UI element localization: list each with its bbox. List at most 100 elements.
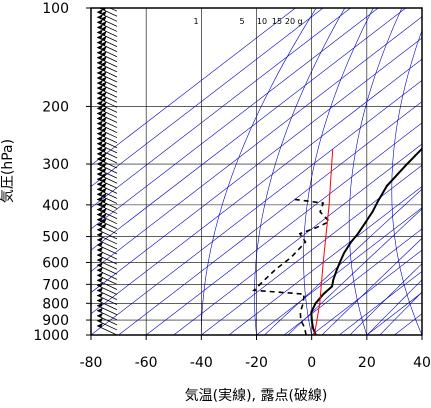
barb-flag — [100, 106, 107, 112]
barb-flag — [100, 41, 107, 47]
wind-barb — [96, 160, 118, 174]
barb-flag — [97, 236, 104, 242]
mixing-ratio-label: 20 — [285, 17, 295, 26]
barb-flag — [97, 256, 104, 262]
barb-flag — [100, 46, 107, 52]
barb-flag — [97, 241, 104, 247]
x-tick-label: -40 — [190, 355, 213, 371]
barb-flag — [97, 89, 104, 95]
barb-flag — [97, 64, 104, 70]
barb-flag — [97, 191, 104, 197]
wind-barb — [96, 130, 118, 144]
barb-flag — [100, 96, 107, 102]
dry-adiabat-line — [201, 8, 317, 335]
wind-barb — [96, 261, 118, 275]
wind-barb — [96, 302, 118, 316]
isotherm-line — [311, 249, 422, 335]
barb-flag — [97, 221, 104, 227]
wind-barb — [96, 150, 118, 164]
barb-flag — [101, 1, 107, 6]
wind-barb — [96, 297, 118, 311]
wind-barb — [96, 186, 118, 199]
barb-flag — [97, 74, 104, 80]
mixing-ratio-line — [379, 291, 422, 335]
wind-barb — [96, 39, 118, 53]
y-tick-label: 1000 — [33, 328, 69, 344]
y-tick-label: 400 — [42, 198, 69, 214]
wind-barb — [96, 181, 118, 194]
barb-flag — [97, 175, 104, 181]
wind-barb — [96, 231, 118, 245]
wind-barb — [96, 54, 118, 68]
barb-flag — [100, 61, 107, 67]
isotherm-line — [91, 8, 351, 209]
x-tick-label: -80 — [80, 355, 103, 371]
barb-flag — [100, 81, 107, 87]
mixing-ratio-line — [287, 208, 422, 335]
barb-flag — [97, 155, 104, 161]
barb-flag — [97, 44, 104, 50]
barb-flag — [97, 312, 104, 318]
y-tick-label: 100 — [42, 1, 69, 17]
wind-barb — [96, 24, 118, 37]
x-tick-label: -60 — [135, 355, 158, 371]
wind-barb — [96, 211, 118, 225]
wind-barb — [96, 241, 118, 255]
barb-flag — [97, 206, 104, 212]
wind-barb — [96, 115, 118, 128]
wind-barb — [101, 1, 118, 12]
barb-flag — [100, 157, 107, 163]
barb-flag — [100, 91, 107, 97]
barb-flag — [100, 15, 107, 21]
mixing-ratio-label: 15 — [272, 17, 282, 26]
wind-barb — [96, 196, 118, 209]
dry-adiabat-line — [303, 8, 374, 335]
isotherm-line — [201, 164, 422, 335]
wind-barb — [96, 251, 118, 265]
isotherm-line — [91, 80, 422, 335]
y-tick-label: 600 — [42, 255, 69, 271]
barb-flag — [97, 135, 104, 141]
mixing-ratio-label: 10 — [257, 17, 267, 26]
barb-flag — [97, 307, 104, 313]
y-tick-label: 500 — [42, 230, 69, 246]
wind-barb — [96, 110, 118, 123]
barb-flag — [100, 202, 107, 208]
barb-flag — [100, 20, 107, 26]
barb-flag — [100, 66, 107, 72]
y-tick-label: 300 — [42, 157, 69, 173]
barb-flag — [100, 142, 107, 148]
barb-flag — [100, 187, 107, 193]
barb-flag — [97, 54, 104, 60]
barb-flag — [97, 95, 104, 101]
y-tick-label: 700 — [42, 277, 69, 293]
wind-barb — [96, 79, 118, 93]
barb-flag — [97, 145, 104, 151]
isotherm-line — [91, 37, 422, 293]
wind-barb — [96, 287, 118, 300]
isotherm-line — [421, 334, 422, 335]
isotherm-line — [91, 58, 422, 315]
wind-barb — [96, 175, 118, 189]
wind-barb — [96, 145, 118, 159]
wind-barb — [96, 246, 118, 260]
barb-flag — [97, 170, 104, 176]
barb-flag — [97, 186, 104, 192]
barb-flag — [97, 59, 104, 65]
barb-flag — [97, 19, 104, 25]
barb-flag — [97, 297, 104, 303]
wind-barb — [96, 69, 118, 83]
barb-flag — [97, 322, 104, 328]
axes: -80 -60 -40 -20 0 20 40 100 200 300 400 500 600 700 80… — [33, 1, 431, 371]
wind-barb — [96, 292, 118, 306]
wind-barb — [96, 14, 118, 27]
barb-flag — [97, 9, 104, 15]
mixing-ratio-line — [321, 237, 422, 335]
barb-flag — [97, 120, 104, 126]
wind-barb — [96, 307, 118, 321]
y-tick-label: 900 — [42, 313, 69, 329]
barb-flag — [97, 272, 104, 278]
barb-flag — [97, 226, 104, 232]
barb-flag — [97, 29, 104, 35]
wind-barb — [96, 155, 118, 169]
